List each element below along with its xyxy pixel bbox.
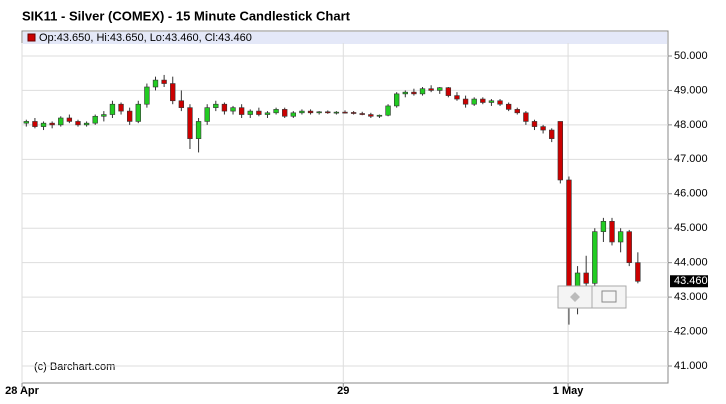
candle-body bbox=[109, 103, 116, 115]
candle-body bbox=[350, 112, 357, 114]
candle-body bbox=[325, 111, 331, 114]
y-tick-label: 47.000 bbox=[674, 153, 708, 165]
reset-button[interactable] bbox=[591, 285, 627, 309]
candle-body bbox=[411, 91, 417, 95]
legend-text: Op:43.650, Hi:43.650, Lo:43.460, Cl:43.4… bbox=[39, 32, 252, 44]
candle-body bbox=[333, 111, 340, 114]
candle-body bbox=[419, 88, 426, 95]
chart-title: SIK11 - Silver (COMEX) - 15 Minute Candl… bbox=[22, 8, 351, 23]
candle-body bbox=[256, 110, 262, 115]
candle-body bbox=[600, 221, 607, 232]
candle-body bbox=[282, 109, 288, 117]
candle-body bbox=[170, 83, 176, 102]
candle-body bbox=[178, 100, 185, 108]
candle-body bbox=[290, 112, 296, 117]
y-tick-label: 50.000 bbox=[674, 50, 708, 62]
last-price-box bbox=[670, 275, 708, 288]
candle-body bbox=[32, 121, 38, 127]
candle-body bbox=[617, 231, 624, 243]
candle-body bbox=[23, 121, 29, 124]
candle-body bbox=[488, 100, 495, 103]
candle-body bbox=[540, 126, 546, 131]
candle-body bbox=[437, 87, 443, 91]
candle-body bbox=[126, 110, 133, 122]
candle-body bbox=[40, 122, 47, 127]
candle-body bbox=[307, 110, 314, 114]
x-tick-label: 29 bbox=[337, 385, 349, 397]
candle-body bbox=[49, 122, 55, 126]
y-tick-label: 45.000 bbox=[674, 222, 708, 234]
candle-body bbox=[394, 93, 400, 107]
candle-body bbox=[549, 129, 555, 139]
candle-body bbox=[402, 91, 408, 95]
candle-body bbox=[101, 114, 107, 117]
candle-body bbox=[385, 105, 391, 116]
candle-body bbox=[480, 98, 486, 103]
candle-body bbox=[92, 115, 98, 124]
candle-body bbox=[75, 121, 81, 126]
y-tick-label: 49.000 bbox=[674, 84, 708, 96]
candle-body bbox=[247, 110, 253, 115]
candle-body bbox=[454, 95, 460, 100]
candle-body bbox=[557, 121, 564, 181]
candle-body bbox=[583, 272, 589, 284]
candle-body bbox=[161, 79, 167, 84]
candle-body bbox=[238, 107, 245, 115]
candle-body bbox=[523, 112, 529, 122]
candle-body bbox=[83, 122, 90, 126]
zoom-icon bbox=[570, 292, 580, 302]
plot bbox=[21, 43, 672, 387]
candle-body bbox=[531, 121, 538, 127]
candle-body bbox=[376, 114, 383, 117]
x-tick-label: 1 May bbox=[553, 385, 584, 397]
candle-body bbox=[213, 103, 219, 108]
candle-body bbox=[514, 109, 520, 114]
plot-frame bbox=[21, 30, 669, 384]
candle-body bbox=[342, 111, 348, 114]
candle-body bbox=[471, 98, 477, 105]
candle-body bbox=[497, 100, 503, 105]
candle-body bbox=[316, 111, 322, 114]
candle-body bbox=[66, 117, 73, 122]
candle-body bbox=[135, 103, 141, 122]
candle-body bbox=[230, 107, 236, 112]
candle-body bbox=[187, 107, 193, 139]
candle-body bbox=[359, 113, 365, 115]
y-tick-label: 42.000 bbox=[674, 325, 708, 337]
y-tick-label: 46.000 bbox=[674, 188, 708, 200]
y-tick-label: 44.000 bbox=[674, 257, 708, 269]
candle-body bbox=[264, 112, 271, 115]
y-tick-label: 43.000 bbox=[674, 291, 708, 303]
y-tick-label: 41.000 bbox=[674, 360, 708, 372]
candle-body bbox=[462, 98, 469, 105]
y-tick-label: 48.000 bbox=[674, 119, 708, 131]
candle-body bbox=[635, 262, 641, 282]
legend-band bbox=[23, 32, 667, 44]
candle-body bbox=[592, 231, 598, 284]
candle-body bbox=[118, 103, 124, 112]
legend-swatch bbox=[27, 33, 36, 42]
candle-body bbox=[204, 107, 210, 122]
candle-body bbox=[566, 179, 572, 291]
reset-icon bbox=[601, 290, 617, 303]
candle-body bbox=[195, 121, 202, 139]
candle-body bbox=[368, 114, 374, 117]
candle-body bbox=[152, 79, 159, 88]
x-tick-label: 28 Apr bbox=[5, 385, 40, 397]
candle-body bbox=[221, 103, 228, 112]
candle-body bbox=[626, 231, 632, 263]
credit: (c) Barchart.com bbox=[34, 361, 115, 373]
candle-body bbox=[505, 103, 512, 110]
candle-body bbox=[58, 117, 64, 126]
last-price-label: 43.460 bbox=[674, 275, 708, 287]
candle-body bbox=[445, 87, 452, 96]
candle-body bbox=[428, 88, 434, 91]
candle-body bbox=[609, 221, 615, 243]
candle-body bbox=[299, 110, 305, 114]
zoom-controls[interactable] bbox=[557, 285, 627, 309]
candle-body bbox=[144, 86, 150, 105]
candle-body bbox=[273, 109, 279, 114]
